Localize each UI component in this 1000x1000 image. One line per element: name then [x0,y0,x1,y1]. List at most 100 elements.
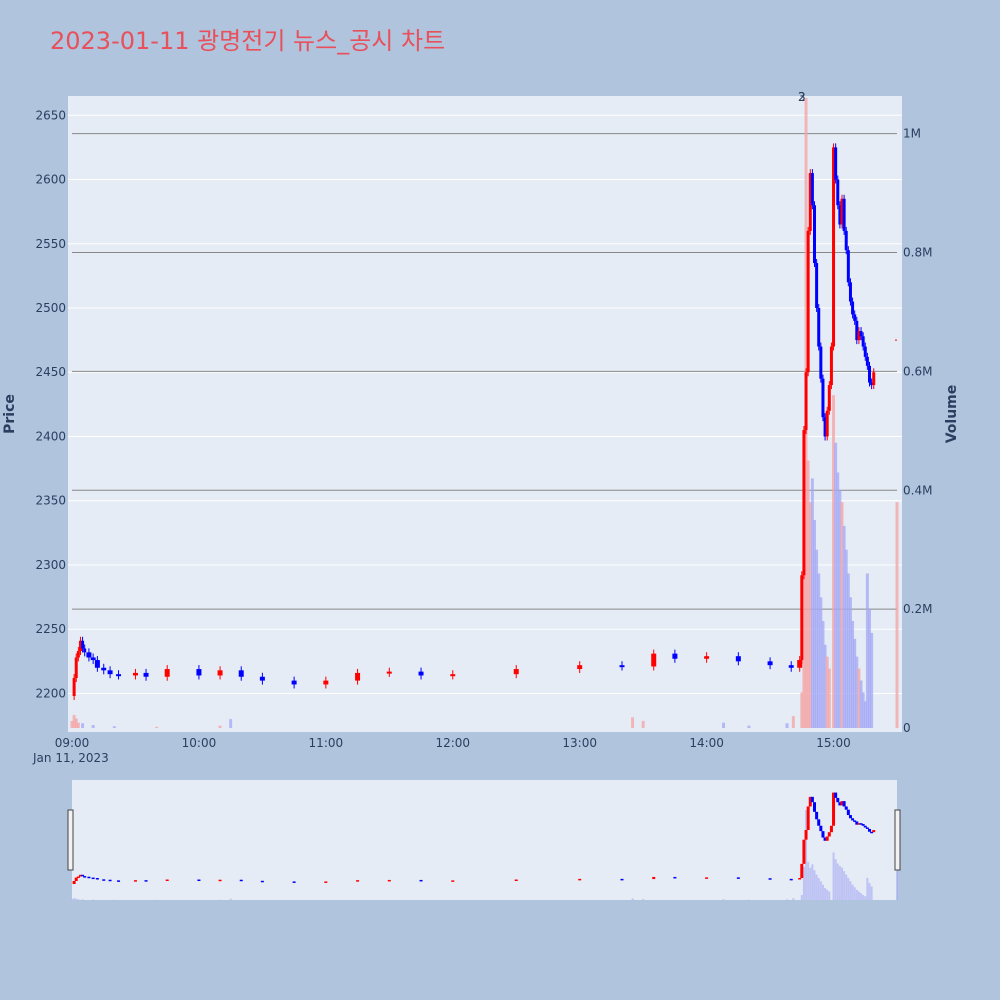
candle-body [619,665,625,668]
candle-body [78,640,82,652]
range-candle [800,863,804,879]
range-candle [72,881,76,885]
time-tick-label: 09:00 [55,736,90,750]
volume-bar [863,701,867,728]
range-volume-bar [722,899,725,900]
candle-body [834,147,838,180]
range-slider-left-handle[interactable] [67,809,74,871]
range-candle [451,880,455,882]
range-candle [197,879,201,882]
range-candle [870,831,874,834]
range-candle [78,874,82,877]
candle-body [74,657,78,679]
time-tick-label: 12:00 [435,736,470,750]
candle-body [827,385,831,411]
range-volume-bar [631,898,634,900]
range-volume-bar [807,861,810,900]
volume-tick-label: 0.4M [903,483,932,497]
main-plot-area[interactable] [68,96,902,732]
price-tick-label: 2650 [35,108,66,122]
candle-body [804,372,808,431]
range-candle [578,878,582,881]
range-volume-bar [71,898,73,900]
range-volume-bar [896,867,898,900]
volume-bar [848,597,852,728]
date-label: Jan 11, 2023 [32,751,109,765]
volume-bar [844,549,848,728]
range-candle [836,797,840,803]
range-slider[interactable] [72,780,897,900]
range-candle [102,879,106,881]
range-volume-bar [868,883,871,900]
range-candle [840,801,844,806]
volume-axis-title: Volume [944,385,960,444]
range-candle [356,880,360,882]
candle-body [418,671,424,676]
range-volume-bar [864,896,867,900]
range-volume-bar [229,898,232,900]
range-slider-volume [71,810,898,900]
range-volume-bar [843,871,846,900]
time-axis-ticks: 09:00 10:00 11:00 12:00 13:00 14:00 15:00 [55,736,851,750]
time-tick-label: 15:00 [816,736,851,750]
candle-body [853,314,857,321]
range-candle [863,825,867,828]
candle-body [238,670,244,677]
range-volume-bar [811,864,814,900]
time-tick-label: 13:00 [562,736,597,750]
range-candle [865,827,869,829]
candle-body [806,230,810,373]
volume-bar [815,549,819,728]
volume-bar [851,621,855,728]
range-volume-bar [809,867,812,900]
range-candle [810,796,814,803]
price-tick-label: 2200 [35,686,66,700]
range-volume-bar [836,863,839,900]
volume-bar [861,692,865,728]
range-candle [855,821,859,825]
range-candle [652,876,656,880]
volume-bar [821,621,825,728]
range-candle [419,879,423,882]
candle-body [735,656,741,662]
range-volume-bar [792,898,795,900]
volume-bar [802,496,806,728]
range-candle [813,802,816,812]
range-volume-bar [862,894,865,900]
range-candle [817,819,821,826]
candle-body [810,173,814,206]
range-candle [83,876,87,878]
range-candle [827,832,831,837]
range-volume-bar [81,899,84,900]
candle-body [94,660,100,668]
volume-bar [112,726,116,728]
range-volume-bar [815,874,818,900]
range-candle [829,825,833,833]
price-tick-label: 2400 [35,429,66,443]
volume-bar [218,725,222,728]
price-tick-label: 2250 [35,622,66,636]
candle-body [857,331,861,341]
volume-bar [855,656,859,728]
range-candle [218,879,222,882]
volume-gridlines [72,133,897,610]
range-candle [108,879,112,882]
candle-body [672,653,678,659]
range-slider-candles [72,792,876,885]
range-volume-bar [841,867,843,900]
range-candle [144,880,148,882]
range-candle [74,877,78,882]
range-slider-right-handle[interactable] [894,809,901,871]
range-candle [736,877,740,879]
candle-body [386,671,392,674]
range-volume-bar [857,891,860,900]
range-candle [848,815,852,819]
chart-annotations: 23 [798,90,806,104]
range-candle [514,879,518,882]
candle-body [101,667,107,671]
range-candle [808,796,812,807]
range-volume-bar [826,889,829,900]
price-gridlines [68,114,902,694]
range-candle [117,880,121,882]
